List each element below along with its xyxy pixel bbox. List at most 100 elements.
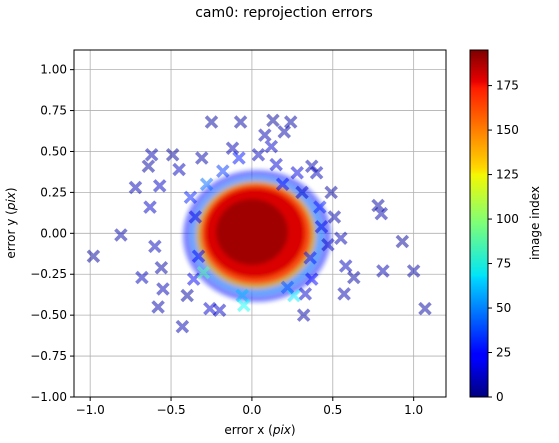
scatter-point-64 xyxy=(303,251,317,265)
x-axis-label: error x (pix) xyxy=(224,423,295,437)
colorbar-tick-label-4: 100 xyxy=(496,212,519,226)
y-axis: −1.00 −0.75 −0.50 −0.25 0.00 0.25 0.50 0.75 1.00 xyxy=(30,63,74,404)
scatter-points xyxy=(86,113,432,334)
colorbar-frame xyxy=(469,49,489,398)
scatter-point-17 xyxy=(186,272,201,286)
scatter-point-15 xyxy=(180,288,194,303)
colorbar-tick-label-6: 150 xyxy=(496,123,519,137)
scatter-point-33 xyxy=(290,166,304,180)
scatter-point-55 xyxy=(376,264,390,278)
dense-core xyxy=(183,170,331,302)
y-tick-label-3: −0.25 xyxy=(30,267,67,281)
scatter-point-0 xyxy=(86,249,101,263)
scatter-point-34 xyxy=(295,185,309,200)
scatter-point-46 xyxy=(305,272,319,286)
scatter-point-14 xyxy=(175,319,190,334)
y-tick-label-6: 0.50 xyxy=(40,144,67,158)
scatter-point-4 xyxy=(141,159,156,173)
colorbar-tick-label-3: 75 xyxy=(496,257,511,271)
chart-title: cam0: reprojection errors xyxy=(195,5,373,21)
scatter-point-2 xyxy=(128,180,143,195)
y-tick-label-4: 0.00 xyxy=(40,226,67,240)
scatter-point-42 xyxy=(334,231,348,245)
y-tick-label-0: −1.00 xyxy=(30,390,67,404)
colorbar-tick-label-0: 0 xyxy=(496,390,504,404)
x-tick-label-3: 0.5 xyxy=(323,403,342,417)
scatter-point-57 xyxy=(406,264,421,278)
scatter-point-56 xyxy=(395,234,410,249)
scatter-point-51 xyxy=(235,288,249,303)
scatter-point-11 xyxy=(151,300,165,314)
scatter-point-37 xyxy=(313,200,327,214)
scatter-point-44 xyxy=(347,270,361,285)
scatter-point-27 xyxy=(264,139,279,154)
x-tick-label-1: −0.5 xyxy=(156,403,185,417)
scatter-point-47 xyxy=(298,287,313,301)
scatter-point-21 xyxy=(225,141,240,155)
scatter-point-5 xyxy=(144,148,159,162)
scatter-point-8 xyxy=(154,260,169,275)
colorbar-tick-label-7: 175 xyxy=(496,79,519,93)
scatter-point-41 xyxy=(324,185,338,200)
scatter-point-63 xyxy=(196,265,211,280)
scatter-point-22 xyxy=(232,151,246,165)
scatter-point-29 xyxy=(277,125,292,139)
scatter-point-12 xyxy=(165,148,180,162)
scatter-point-39 xyxy=(321,238,335,252)
colorbar-gradient xyxy=(470,50,488,397)
scatter-point-6 xyxy=(143,200,157,214)
scatter-point-20 xyxy=(212,303,227,317)
scatter-point-62 xyxy=(191,249,206,263)
scatter-point-31 xyxy=(269,157,283,172)
scatter-point-58 xyxy=(418,301,432,316)
scatter-point-30 xyxy=(283,115,298,129)
scatter-point-49 xyxy=(296,308,311,322)
colorbar-tick-label-1: 25 xyxy=(496,346,511,360)
scatter-point-3 xyxy=(135,270,149,285)
scatter-point-19 xyxy=(203,301,217,316)
scatter-point-16 xyxy=(183,190,198,205)
scatter-point-10 xyxy=(156,282,170,296)
scatter-point-60 xyxy=(199,177,214,191)
scatter-point-61 xyxy=(188,210,203,224)
y-tick-label-5: 0.25 xyxy=(40,185,67,199)
scatter-point-50 xyxy=(280,280,295,295)
x-tick-label-2: 0.0 xyxy=(242,403,261,417)
scatter-point-53 xyxy=(371,198,385,213)
x-tick-label-4: 1.0 xyxy=(404,403,423,417)
scatter-point-59 xyxy=(216,164,230,178)
core-darkred xyxy=(216,199,288,265)
scatter-point-25 xyxy=(233,115,248,129)
y-tick-label-2: −0.50 xyxy=(30,308,67,322)
scatter-point-28 xyxy=(266,113,280,128)
scatter-point-18 xyxy=(195,151,209,165)
scatter-point-1 xyxy=(114,228,128,242)
scatter-point-13 xyxy=(172,162,186,177)
y-axis-label: error y (pix) xyxy=(4,187,18,258)
colorbar: 0 25 50 75 100 125 150 175 image index xyxy=(469,49,542,404)
scatter-point-7 xyxy=(148,239,162,254)
y-tick-label-7: 0.75 xyxy=(40,104,67,118)
scatter-point-23 xyxy=(251,148,266,162)
scatter-point-26 xyxy=(204,115,219,129)
scatter-point-40 xyxy=(327,210,342,224)
scatter-point-9 xyxy=(152,179,167,193)
y-tick-label-1: −0.75 xyxy=(30,349,67,363)
scatter-point-36 xyxy=(309,166,324,180)
y-tick-label-8: 1.00 xyxy=(40,63,67,77)
scatter-point-38 xyxy=(314,220,329,234)
scatter-point-52 xyxy=(237,298,251,313)
colorbar-tick-label-5: 125 xyxy=(496,168,519,182)
x-tick-label-0: −1.0 xyxy=(76,403,105,417)
colorbar-label: image index xyxy=(528,186,542,260)
scatter-point-32 xyxy=(275,177,290,191)
plot-frame xyxy=(73,49,447,398)
scatter-point-54 xyxy=(374,206,389,221)
scatter-point-43 xyxy=(338,259,353,273)
colorbar-ticks: 0 25 50 75 100 125 150 175 xyxy=(488,79,519,404)
x-axis: −1.0 −0.5 0.0 0.5 1.0 xyxy=(76,397,423,417)
scatter-point-24 xyxy=(258,128,272,142)
plot-area xyxy=(73,49,447,398)
colorbar-tick-label-2: 50 xyxy=(496,301,511,315)
